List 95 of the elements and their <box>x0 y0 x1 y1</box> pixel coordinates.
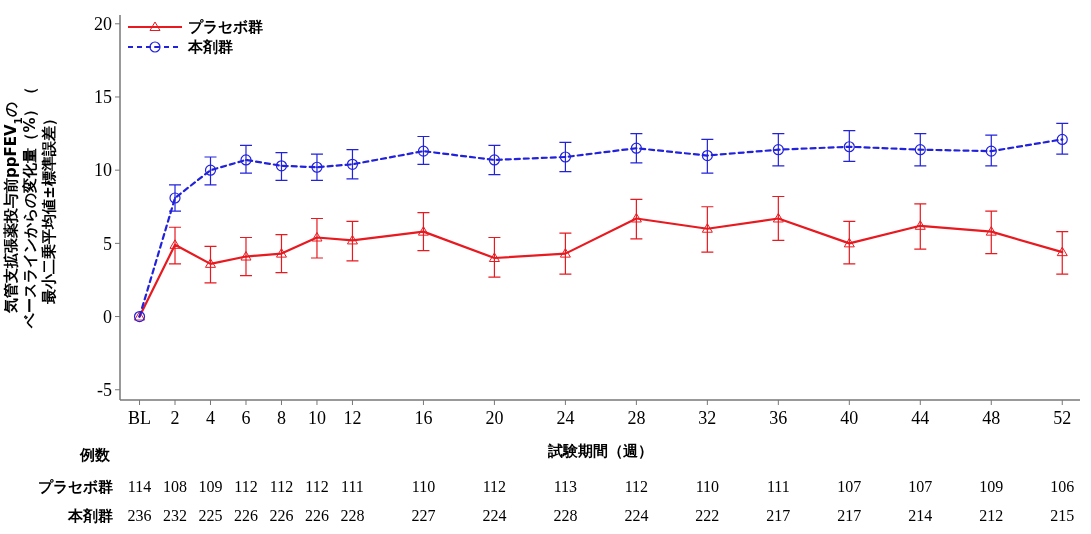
x-tick-label: 52 <box>1053 408 1072 428</box>
text: 228 <box>553 507 578 524</box>
text: 109 <box>198 478 223 495</box>
point <box>311 232 323 242</box>
text: 111 <box>341 478 364 495</box>
text: 214 <box>908 507 933 524</box>
point <box>772 144 784 156</box>
legend-label: 本剤群 <box>187 38 233 57</box>
point <box>630 212 642 223</box>
point <box>914 220 926 230</box>
point <box>559 151 571 163</box>
x-tick-label: 16 <box>414 408 433 428</box>
text: 113 <box>553 478 578 495</box>
text: 112 <box>624 478 649 495</box>
point <box>204 164 217 176</box>
y-tick-label: 10 <box>94 160 112 181</box>
point <box>169 239 181 249</box>
point <box>701 149 713 162</box>
point <box>346 234 358 245</box>
y-tick-label: -5 <box>97 380 112 401</box>
y-tick-label: 20 <box>94 14 112 35</box>
x-tick-label: 20 <box>485 408 504 428</box>
point <box>772 212 784 223</box>
text: 232 <box>163 507 188 524</box>
legend-label: プラセボ群 <box>188 18 263 37</box>
text: 本剤群 <box>67 507 113 525</box>
text: 226 <box>304 507 329 524</box>
text: 112 <box>269 478 294 495</box>
text: 224 <box>624 507 649 524</box>
text: 112 <box>482 478 507 495</box>
point <box>240 251 252 261</box>
point <box>630 142 642 154</box>
point <box>1056 246 1068 257</box>
y-tick-label: 15 <box>94 87 112 108</box>
text: 108 <box>163 478 188 495</box>
x-axis-title: 試験期間（週） <box>546 442 653 460</box>
text: 226 <box>269 507 294 524</box>
point <box>843 237 855 248</box>
point <box>843 141 855 153</box>
point <box>914 144 926 156</box>
text: 215 <box>1050 507 1075 524</box>
x-tick-label: 32 <box>698 408 717 428</box>
y-tick-label: 0 <box>103 306 112 327</box>
text: 112 <box>234 478 258 495</box>
x-tick-label: 12 <box>343 408 362 428</box>
point <box>346 158 359 170</box>
x-tick-label: 44 <box>911 408 930 428</box>
x-tick-label: 28 <box>627 408 646 428</box>
x-tick-label: 24 <box>556 408 575 428</box>
point <box>985 145 997 157</box>
text: 111 <box>766 478 790 495</box>
point <box>488 252 500 262</box>
text: 224 <box>482 507 507 524</box>
text: 212 <box>979 507 1004 524</box>
x-tick-label: 4 <box>206 408 215 428</box>
text: 例数 <box>79 446 111 464</box>
text: 217 <box>837 507 862 524</box>
point <box>417 226 429 236</box>
x-tick-label: 2 <box>170 408 180 428</box>
text: 227 <box>411 507 436 524</box>
point <box>559 248 571 258</box>
x-tick-label: 40 <box>840 408 859 428</box>
point <box>701 223 713 233</box>
point <box>169 192 181 204</box>
text: 106 <box>1050 478 1075 495</box>
text: 112 <box>305 478 329 495</box>
x-tick-label: 8 <box>276 408 286 428</box>
text: 110 <box>411 478 436 495</box>
x-tick-label: 36 <box>769 408 788 428</box>
y-tick-label: 5 <box>103 233 112 254</box>
text: 107 <box>908 478 933 495</box>
point <box>417 145 430 157</box>
text: 222 <box>695 507 720 524</box>
text: 107 <box>837 478 862 495</box>
point <box>985 226 997 236</box>
x-tick-label: 6 <box>241 408 251 428</box>
x-tick-label: 48 <box>982 408 1001 428</box>
point <box>1056 133 1068 146</box>
text: 110 <box>695 478 720 495</box>
x-tick-label: BL <box>128 408 152 428</box>
point <box>275 248 287 258</box>
text: 226 <box>233 507 258 524</box>
text: 228 <box>340 507 365 524</box>
point <box>311 161 323 173</box>
point <box>205 258 216 268</box>
text: 236 <box>127 507 152 524</box>
x-tick-label: 10 <box>307 408 326 428</box>
point <box>488 154 501 166</box>
text: プラセボ群 <box>38 478 113 496</box>
text: 109 <box>979 478 1004 495</box>
text: 225 <box>198 507 223 524</box>
text: 114 <box>127 478 152 495</box>
point <box>240 154 252 166</box>
point <box>275 160 288 172</box>
text: 217 <box>766 507 791 524</box>
